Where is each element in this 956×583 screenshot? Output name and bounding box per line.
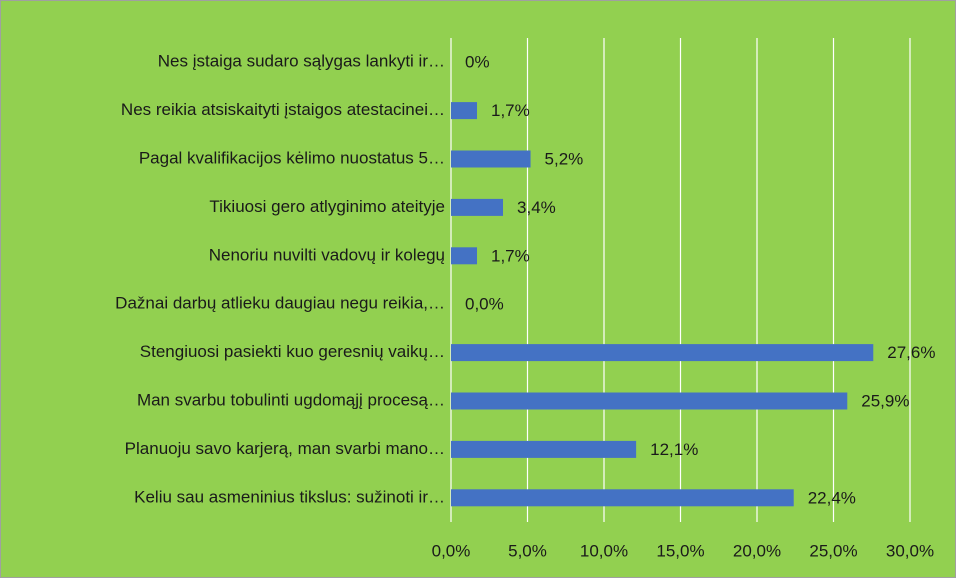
bar — [451, 344, 874, 362]
data-label: 1,7% — [491, 101, 530, 120]
y-tick-label: Nenoriu nuvilti vadovų ir kolegų — [209, 245, 445, 264]
bar — [451, 440, 637, 458]
x-tick-label: 15,0% — [656, 541, 704, 560]
bar — [451, 489, 794, 507]
y-tick-label: Dažnai darbų atlieku daugiau negu reikia… — [115, 294, 445, 313]
data-label: 0,0% — [465, 295, 504, 314]
x-tick-label: 10,0% — [580, 541, 628, 560]
data-label: 1,7% — [491, 246, 530, 265]
y-tick-label: Nes reikia atsiskaityti įstaigos atestac… — [121, 100, 445, 119]
data-label: 3,4% — [517, 198, 556, 217]
x-tick-label: 0,0% — [432, 541, 471, 560]
y-tick-label: Stengiuosi pasiekti kuo geresnių vaikų… — [140, 342, 445, 361]
data-label: 22,4% — [808, 488, 856, 507]
bar — [451, 247, 478, 265]
bar — [451, 198, 504, 216]
x-tick-label: 5,0% — [508, 541, 547, 560]
y-tick-label: Nes įstaiga sudaro sąlygas lankyti ir… — [158, 52, 445, 71]
y-tick-label: Pagal kvalifikacijos kėlimo nuostatus 5… — [139, 148, 445, 167]
bar — [451, 392, 848, 410]
data-label: 25,9% — [861, 391, 909, 410]
y-tick-label: Tikiuosi gero atlyginimo ateityje — [209, 197, 445, 216]
x-tick-label: 20,0% — [733, 541, 781, 560]
bar — [451, 150, 531, 168]
y-tick-label: Man svarbu tobulinti ugdomąjį procesą… — [137, 390, 445, 409]
y-tick-label: Planuoju savo karjerą, man svarbi mano… — [125, 439, 445, 458]
data-label: 12,1% — [650, 440, 698, 459]
bar — [451, 102, 478, 120]
y-tick-label: Keliu sau asmeninius tikslus: sužinoti i… — [134, 487, 445, 506]
data-label: 0% — [465, 53, 490, 72]
x-tick-label: 30,0% — [886, 541, 934, 560]
data-label: 27,6% — [887, 343, 935, 362]
x-tick-label: 25,0% — [809, 541, 857, 560]
data-label: 5,2% — [545, 149, 584, 168]
